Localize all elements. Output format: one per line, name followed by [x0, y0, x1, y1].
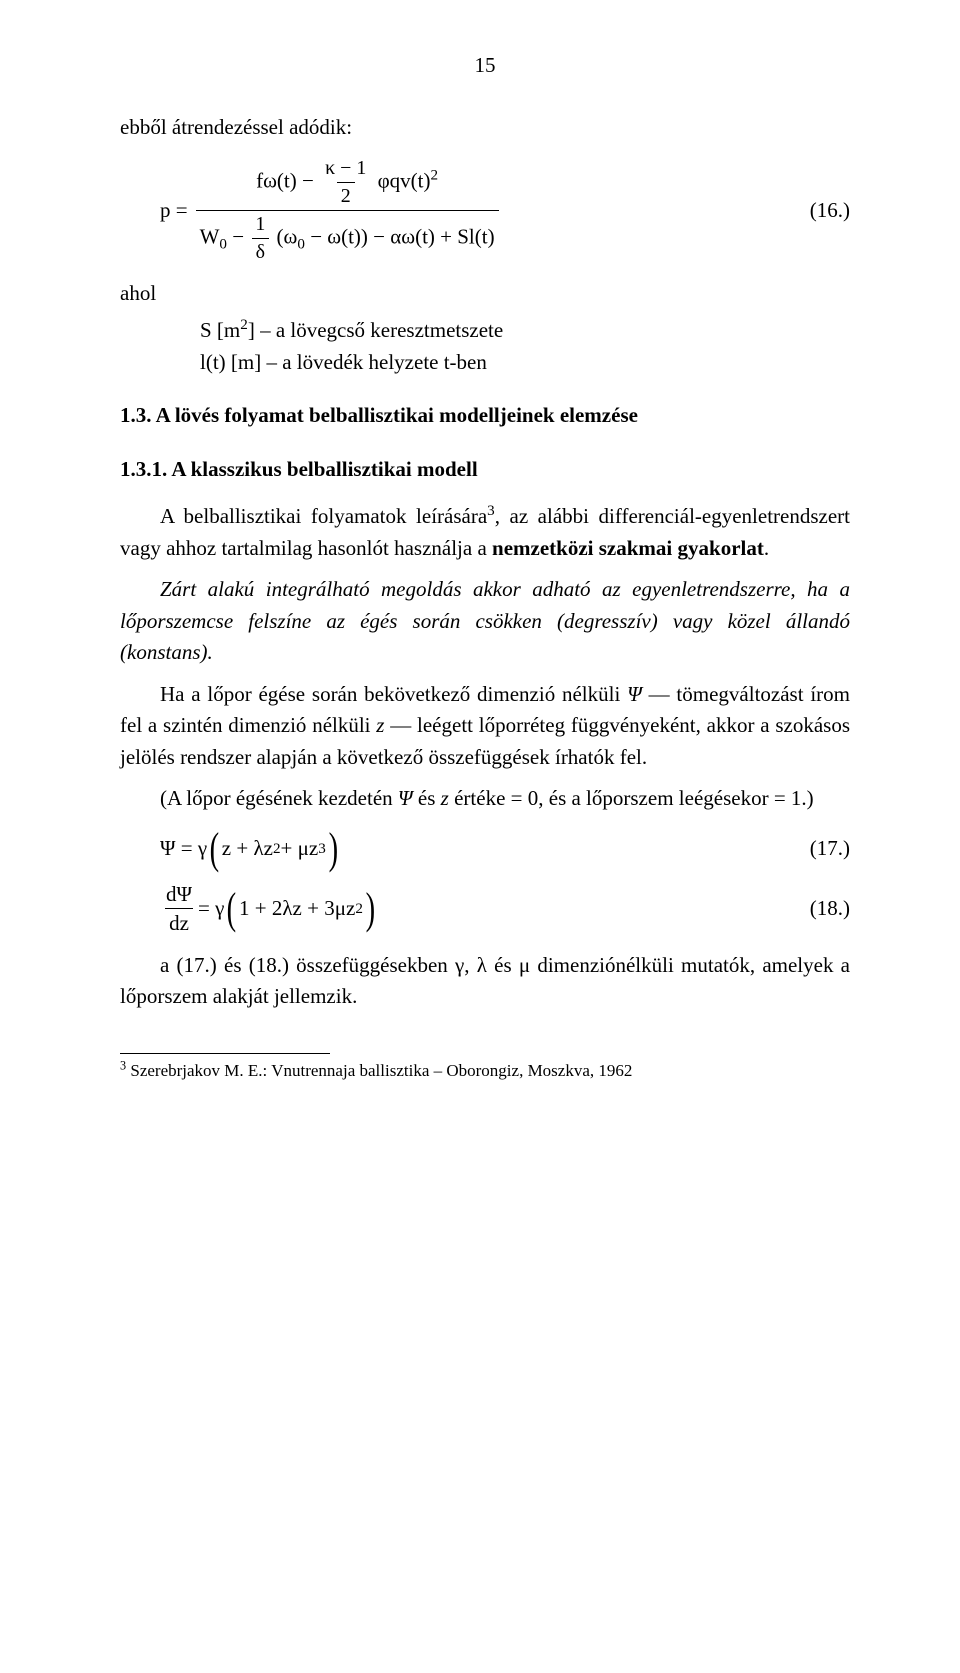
eq18-body-a: 1 + 2λz + 3μz — [239, 893, 355, 925]
ahol-label: ahol — [120, 278, 850, 310]
eq16-den-paren: (ω — [277, 224, 298, 248]
eq16-den-w: W — [200, 224, 220, 248]
equation-18-body: dΨ dz = γ ( 1 + 2λz + 3μz2 ) — [160, 882, 378, 935]
paragraph-2: Zárt alakú integrálható megoldás akkor a… — [120, 574, 850, 669]
eq16-lhs: p = — [160, 195, 188, 227]
p4-c: értéke = 0, és a lőporszem leégésekor = … — [449, 786, 814, 810]
p1-foot-ref: 3 — [487, 503, 495, 519]
eq18-lhs-frac: dΨ dz — [162, 882, 196, 935]
eq16-den-w-sub: 0 — [219, 236, 227, 252]
def-l: l(t) [m] – a lövedék helyzete t-ben — [200, 347, 850, 379]
intro-line: ebből átrendezéssel adódik: — [120, 112, 850, 144]
paragraph-5: a (17.) és (18.) összefüggésekben γ, λ é… — [120, 950, 850, 1013]
paragraph-3: Ha a lőpor égése során bekövetkező dimen… — [120, 679, 850, 774]
eq17-c: + μz — [281, 833, 319, 865]
p4-psi: Ψ — [398, 786, 413, 810]
eq17-lparen-icon: ( — [210, 829, 220, 869]
equation-16-number: (16.) — [790, 195, 850, 227]
eq17-rparen-icon: ) — [328, 829, 338, 869]
eq18-lparen-icon: ( — [227, 889, 237, 929]
eq16-numerator: fω(t) − κ − 1 2 φqv(t)2 — [252, 157, 442, 210]
page-number: 15 — [120, 50, 850, 82]
footnote-rule — [120, 1053, 330, 1054]
equation-16: p = fω(t) − κ − 1 2 φqv(t)2 W0 − 1 δ (ω0… — [160, 157, 850, 264]
eq16-denominator: W0 − 1 δ (ω0 − ω(t)) − αω(t) + Sl(t) — [196, 210, 499, 264]
p1-bold: nemzetközi szakmai gyakorlat — [492, 536, 764, 560]
p1-a: A belballisztikai folyamatok leírására — [160, 504, 487, 528]
footnote-3: 3 Szerebrjakov M. E.: Vnutrennaja ballis… — [120, 1060, 850, 1083]
heading-1-3-1: 1.3.1. A klasszikus belballisztikai mode… — [120, 454, 850, 486]
eq16-num-frac-top: κ − 1 — [321, 157, 370, 182]
eq16-num-right: φqv(t) — [378, 168, 431, 192]
eq16-den-inner-frac: 1 δ — [251, 213, 269, 264]
p4-b: és — [413, 786, 441, 810]
equation-18-number: (18.) — [790, 893, 850, 925]
eq17-a: Ψ = γ — [160, 833, 207, 865]
eq18-lhs-bot: dz — [165, 908, 193, 935]
eq16-den-paren-sub: 0 — [297, 236, 305, 252]
p1-c: . — [764, 536, 769, 560]
eq18-mid: = γ — [198, 893, 224, 925]
p3-a: Ha a lőpor égése során bekövetkező dimen… — [160, 682, 627, 706]
eq16-num-inner-frac: κ − 1 2 — [321, 157, 370, 208]
p4-z: z — [441, 786, 449, 810]
eq16-den-delta-top: 1 — [251, 213, 269, 238]
symbol-definitions: S [m2] – a lövegcső keresztmetszete l(t)… — [200, 315, 850, 378]
equation-18: dΨ dz = γ ( 1 + 2λz + 3μz2 ) (18.) — [160, 882, 850, 935]
def-S-exp: 2 — [240, 317, 248, 333]
eq18-lhs-top: dΨ — [162, 882, 196, 908]
eq18-rparen-icon: ) — [365, 889, 375, 929]
def-S-a: S [m — [200, 318, 240, 342]
heading-1-3: 1.3. A lövés folyamat belballisztikai mo… — [120, 400, 850, 432]
eq16-num-left: fω(t) − — [256, 168, 314, 192]
eq16-den-delta-bot: δ — [252, 238, 269, 264]
def-S: S [m2] – a lövegcső keresztmetszete — [200, 315, 850, 347]
eq16-num-right-exp: 2 — [431, 167, 439, 183]
equation-17: Ψ = γ ( z + λz2 + μz3 ) (17.) — [160, 829, 850, 869]
eq17-b: z + λz — [222, 833, 273, 865]
equation-17-number: (17.) — [790, 833, 850, 865]
eq16-num-frac-bot: 2 — [337, 182, 355, 208]
footnote-3-text: Szerebrjakov M. E.: Vnutrennaja balliszt… — [126, 1061, 632, 1080]
paragraph-4: (A lőpor égésének kezdetén Ψ és z értéke… — [120, 783, 850, 815]
equation-17-body: Ψ = γ ( z + λz2 + μz3 ) — [160, 829, 340, 869]
paragraph-1: A belballisztikai folyamatok leírására3,… — [120, 501, 850, 564]
eq16-main-fraction: fω(t) − κ − 1 2 φqv(t)2 W0 − 1 δ (ω0 − ω… — [196, 157, 499, 264]
equation-16-body: p = fω(t) − κ − 1 2 φqv(t)2 W0 − 1 δ (ω0… — [160, 157, 501, 264]
def-S-b: ] – a lövegcső keresztmetszete — [248, 318, 503, 342]
eq16-den-mid: − — [232, 224, 249, 248]
p3-psi: Ψ — [627, 682, 642, 706]
p4-a: (A lőpor égésének kezdetén — [160, 786, 398, 810]
eq16-den-paren-tail: − ω(t)) − αω(t) + Sl(t) — [305, 224, 495, 248]
